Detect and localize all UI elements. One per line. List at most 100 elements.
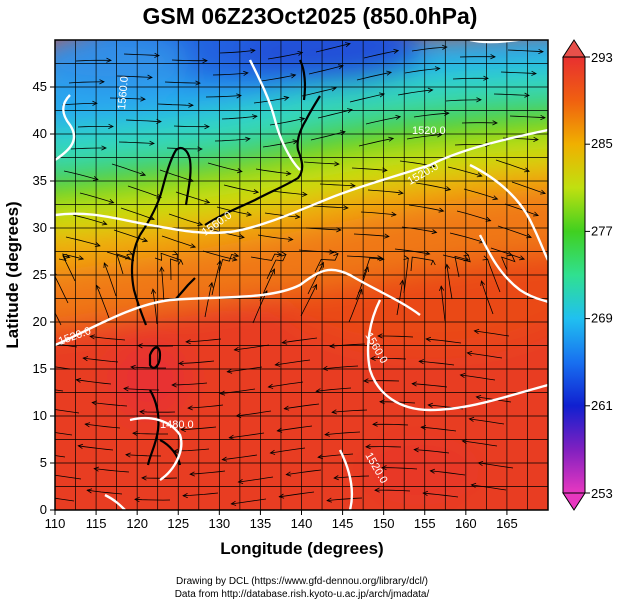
streamline xyxy=(120,207,155,220)
streamline-arrow xyxy=(365,444,371,450)
streamline xyxy=(218,254,239,274)
streamline xyxy=(298,249,334,253)
y-tick-label: 35 xyxy=(33,173,47,188)
streamline xyxy=(471,484,507,491)
streamline-arrow xyxy=(418,359,424,365)
streamline-arrow xyxy=(374,487,380,493)
streamline xyxy=(500,71,537,74)
streamline-arrow xyxy=(429,468,436,474)
streamline-arrow xyxy=(378,256,385,262)
streamline xyxy=(236,410,272,417)
credit-line-2: Data from http://database.rish.kyoto-u.a… xyxy=(175,589,430,600)
x-tick-label: 120 xyxy=(126,516,148,531)
streamline xyxy=(460,374,496,381)
streamlines xyxy=(37,42,546,506)
streamline xyxy=(171,59,207,62)
streamline-arrow xyxy=(159,266,165,272)
streamline-arrow xyxy=(140,171,147,177)
y-tick-label: 25 xyxy=(33,267,47,282)
streamline-arrow xyxy=(540,189,546,195)
streamline xyxy=(430,470,466,476)
streamline-arrow xyxy=(187,405,193,411)
streamline-arrow xyxy=(180,426,186,432)
streamline-arrow xyxy=(391,211,397,217)
streamline-arrow xyxy=(156,118,162,124)
streamline-arrow xyxy=(384,233,390,239)
y-tick-label: 10 xyxy=(33,408,47,423)
streamline-arrow xyxy=(37,428,42,432)
streamline xyxy=(170,254,178,281)
streamline-arrow xyxy=(101,220,108,226)
streamline xyxy=(277,425,313,432)
streamline-arrow xyxy=(75,377,82,383)
streamline-arrow xyxy=(357,288,363,295)
streamline-arrow xyxy=(204,198,211,204)
streamline-arrow xyxy=(141,475,147,481)
streamline xyxy=(157,103,194,106)
streamline-arrow xyxy=(178,259,184,265)
streamline-arrow xyxy=(290,73,297,79)
streamline xyxy=(445,99,482,102)
streamline xyxy=(123,388,160,391)
streamline xyxy=(382,467,418,470)
streamline xyxy=(363,50,399,59)
streamline xyxy=(109,97,146,100)
streamline xyxy=(490,247,525,260)
streamline-arrow xyxy=(379,92,385,98)
streamline-arrow xyxy=(382,167,388,173)
streamline-arrow xyxy=(480,280,486,286)
streamline-arrow xyxy=(424,250,431,256)
streamline-arrow xyxy=(524,167,530,173)
streamline-arrow xyxy=(140,96,146,102)
streamline xyxy=(83,357,119,363)
streamline xyxy=(360,211,396,216)
streamline-arrow xyxy=(388,136,395,142)
streamline-arrow xyxy=(370,355,376,361)
x-axis-ticks: 110 115 120 125 130 135 140 145 150 155 160 165 xyxy=(45,510,518,531)
streamline xyxy=(408,204,444,212)
colorbar: 253 261 269 277 285 293 xyxy=(562,39,613,511)
streamline-arrow xyxy=(441,44,448,50)
streamline-arrow xyxy=(317,454,324,460)
streamline xyxy=(396,280,403,316)
streamline-arrow xyxy=(473,328,480,335)
streamline-arrow xyxy=(99,79,105,85)
streamline-arrow xyxy=(188,102,194,108)
streamline-arrow xyxy=(285,170,292,176)
streamline xyxy=(164,81,201,84)
streamline xyxy=(410,256,434,272)
streamline-arrow xyxy=(333,475,339,481)
streamline-arrow xyxy=(326,497,332,503)
streamline xyxy=(404,68,440,74)
streamline-arrow xyxy=(243,70,249,76)
streamline xyxy=(211,260,221,296)
x-tick-label: 155 xyxy=(414,516,436,531)
streamline-arrow xyxy=(519,255,526,261)
streamline xyxy=(474,330,510,337)
streamline-arrow xyxy=(125,254,131,260)
streamline-arrow xyxy=(216,260,222,266)
streamline xyxy=(403,258,409,294)
streamline xyxy=(262,140,298,148)
streamline-arrow xyxy=(372,421,378,427)
x-tick-label: 125 xyxy=(167,516,189,531)
streamline xyxy=(319,183,356,187)
streamline-arrow xyxy=(466,350,473,357)
height-contours xyxy=(55,40,548,510)
streamline-arrow xyxy=(142,237,149,243)
streamline-arrow xyxy=(531,70,537,76)
streamline-arrow xyxy=(413,447,419,453)
streamline-arrow xyxy=(506,251,513,257)
streamline xyxy=(223,184,259,193)
streamline xyxy=(509,115,546,119)
streamline-arrow xyxy=(39,494,44,498)
streamline-arrow xyxy=(336,227,342,233)
credit-line-1: Drawing by DCL (https://www.gfd-dennou.o… xyxy=(176,576,428,587)
streamline xyxy=(125,119,162,122)
streamline xyxy=(401,226,437,233)
streamline xyxy=(94,468,130,473)
streamline xyxy=(378,335,414,338)
y-tick-label: 20 xyxy=(33,314,47,329)
streamline-arrow xyxy=(431,229,438,235)
colorbar-tick-label: 293 xyxy=(591,50,613,65)
